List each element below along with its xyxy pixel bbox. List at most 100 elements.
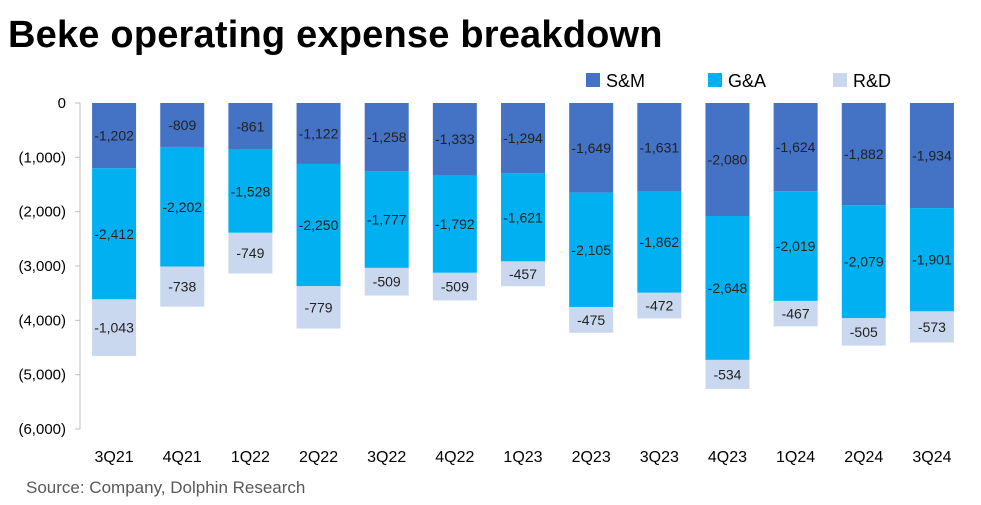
data-label: -505 xyxy=(850,324,878,340)
bar-segment xyxy=(909,311,954,343)
data-label: -534 xyxy=(713,366,741,382)
data-label: -2,079 xyxy=(844,254,884,270)
bar-segment xyxy=(569,103,614,193)
data-label: -1,649 xyxy=(571,140,611,156)
legend-label: R&D xyxy=(853,71,891,91)
x-tick-label: 4Q22 xyxy=(435,449,474,466)
data-label: -1,294 xyxy=(503,130,543,146)
bar-segment xyxy=(569,306,614,333)
bar-segment xyxy=(637,292,682,319)
data-label: -457 xyxy=(509,266,537,282)
x-tick-label: 1Q22 xyxy=(231,449,270,466)
y-tick-label: 0 xyxy=(58,95,66,112)
data-label: -1,777 xyxy=(367,212,407,228)
legend-swatch xyxy=(586,73,600,87)
data-label: -2,250 xyxy=(299,217,339,233)
data-label: -1,621 xyxy=(503,209,543,225)
data-label: -1,043 xyxy=(94,320,134,336)
bar-segment xyxy=(501,173,545,262)
data-label: -749 xyxy=(236,245,264,261)
bar-segment xyxy=(296,163,341,287)
bar-segment xyxy=(705,359,750,389)
bar-segment xyxy=(432,175,477,273)
legend-label: S&M xyxy=(606,71,645,91)
bar-segment xyxy=(841,103,886,206)
bar-segment xyxy=(364,171,409,268)
data-label: -779 xyxy=(305,299,333,315)
bar-segment xyxy=(841,318,886,346)
bar-segment xyxy=(705,216,750,360)
chart-title: Beke operating expense breakdown xyxy=(8,14,663,56)
legend: S&M G&A R&D xyxy=(586,71,891,91)
bar-segment xyxy=(773,300,818,327)
x-tick-label: 1Q24 xyxy=(776,449,815,466)
bar-segment xyxy=(92,103,137,169)
bar-segment xyxy=(773,191,818,301)
bar-segment xyxy=(909,103,954,209)
x-tick-label: 2Q24 xyxy=(844,449,883,466)
bar-segment xyxy=(160,103,205,147)
bar-segment xyxy=(296,103,341,164)
data-label: -467 xyxy=(782,306,810,322)
bars: -1,202 -2,412 -1,043 -809 -2,202 -738 -861 -1,5… xyxy=(92,103,954,389)
bar-segment xyxy=(432,103,477,176)
bar-segment xyxy=(364,103,409,172)
data-label: -573 xyxy=(918,319,946,335)
x-tick-label: 3Q21 xyxy=(95,449,134,466)
bar-segment xyxy=(160,146,205,267)
x-tick-label: 4Q21 xyxy=(163,449,202,466)
bar-segment xyxy=(773,103,818,192)
legend-swatch xyxy=(708,73,722,87)
bar-segment xyxy=(228,103,273,150)
bar-segment xyxy=(637,103,682,192)
x-tick-label: 1Q23 xyxy=(503,449,542,466)
y-tick-label: (2,000) xyxy=(18,204,66,221)
bar-segment xyxy=(909,208,954,312)
data-label: -1,202 xyxy=(94,128,134,144)
bar-segment xyxy=(228,232,273,274)
data-label: -1,882 xyxy=(844,146,884,162)
data-label: -809 xyxy=(168,117,196,133)
legend-label: G&A xyxy=(728,71,766,91)
data-label: -2,080 xyxy=(708,152,748,168)
data-label: -1,333 xyxy=(435,131,475,147)
data-label: -738 xyxy=(168,279,196,295)
data-label: -509 xyxy=(441,279,469,295)
axes: 0 (1,000) (2,000) (3,000) (4,000) (5,000) (6,0… xyxy=(18,95,951,466)
y-tick-label: (6,000) xyxy=(18,421,66,438)
data-label: -1,792 xyxy=(435,216,475,232)
data-label: -1,258 xyxy=(367,129,407,145)
data-label: -861 xyxy=(236,118,264,134)
data-label: -472 xyxy=(645,298,673,314)
x-tick-label: 4Q23 xyxy=(708,449,747,466)
x-tick-label: 3Q23 xyxy=(640,449,679,466)
bar-segment xyxy=(364,267,409,296)
data-label: -1,631 xyxy=(639,139,679,155)
data-label: -509 xyxy=(373,274,401,290)
bar-segment xyxy=(841,205,886,319)
bar-segment xyxy=(160,266,205,307)
data-label: -1,862 xyxy=(639,234,679,250)
bar-segment xyxy=(569,192,614,307)
data-label: -2,105 xyxy=(571,242,611,258)
data-label: -2,412 xyxy=(94,226,134,242)
data-label: -1,624 xyxy=(776,139,816,155)
bar-segment xyxy=(501,261,545,287)
data-label: -1,122 xyxy=(299,125,339,141)
bar-segment xyxy=(501,103,545,174)
y-tick-label: (3,000) xyxy=(18,258,66,275)
x-tick-label: 3Q24 xyxy=(912,449,951,466)
data-label: -2,648 xyxy=(708,280,748,296)
data-label: -1,901 xyxy=(912,252,952,268)
bar-segment xyxy=(228,149,273,233)
x-tick-label: 2Q22 xyxy=(299,449,338,466)
legend-swatch xyxy=(833,73,847,87)
source-note: Source: Company, Dolphin Research xyxy=(26,478,306,497)
bar-segment xyxy=(432,272,477,301)
y-tick-label: (1,000) xyxy=(18,149,66,166)
data-label: -2,202 xyxy=(162,199,202,215)
x-tick-label: 2Q23 xyxy=(572,449,611,466)
data-label: -2,019 xyxy=(776,238,816,254)
y-tick-label: (4,000) xyxy=(18,312,66,329)
